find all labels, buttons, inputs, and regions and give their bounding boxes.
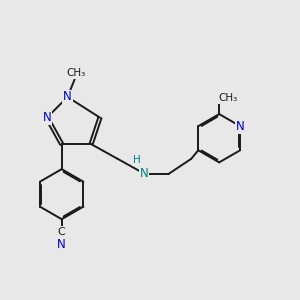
- Text: N: N: [57, 238, 66, 251]
- Text: CH₃: CH₃: [218, 93, 238, 103]
- Text: N: N: [140, 167, 148, 180]
- Text: N: N: [43, 111, 51, 124]
- Text: N: N: [63, 91, 72, 103]
- Text: N: N: [236, 120, 244, 133]
- Text: C: C: [58, 226, 65, 237]
- Text: H: H: [133, 155, 141, 165]
- Text: CH₃: CH₃: [67, 68, 86, 78]
